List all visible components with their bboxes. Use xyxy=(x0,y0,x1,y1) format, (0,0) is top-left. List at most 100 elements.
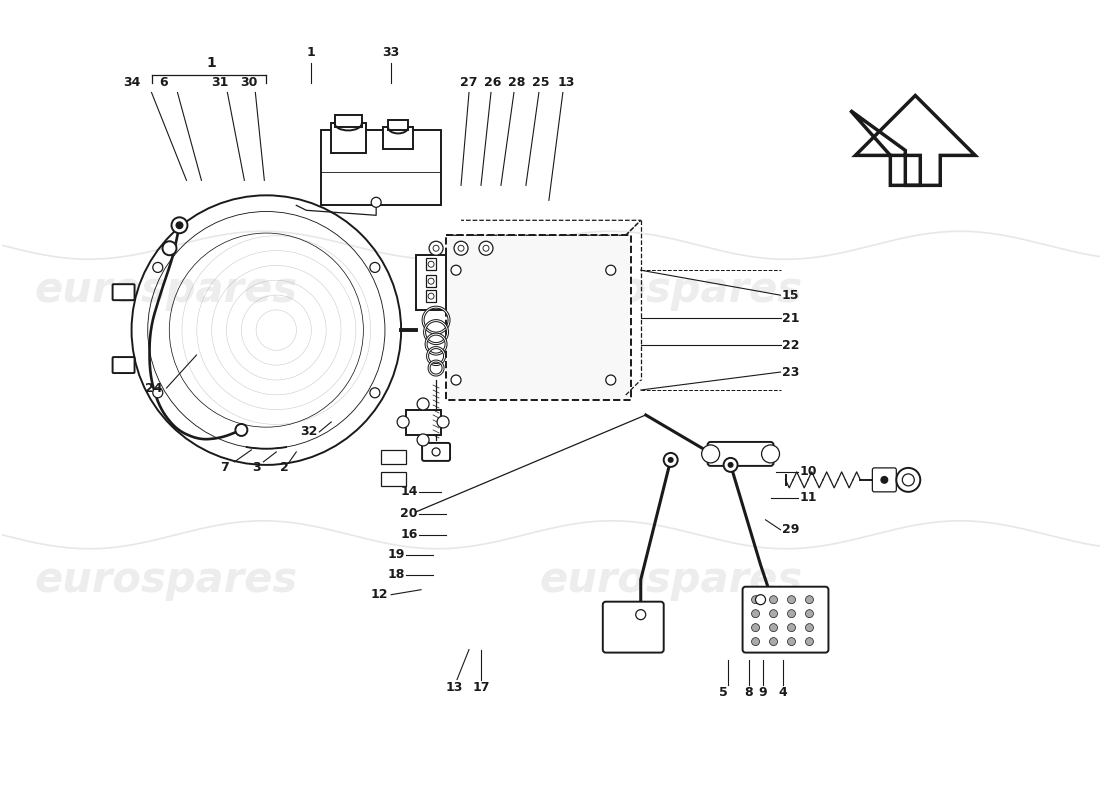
Text: 3: 3 xyxy=(252,462,261,474)
Text: 7: 7 xyxy=(220,462,229,474)
Circle shape xyxy=(478,242,493,255)
Bar xyxy=(382,472,406,486)
Circle shape xyxy=(163,242,176,255)
Circle shape xyxy=(788,596,795,604)
Circle shape xyxy=(636,610,646,620)
Circle shape xyxy=(727,462,734,468)
Bar xyxy=(383,127,414,150)
Text: 29: 29 xyxy=(782,523,800,536)
Circle shape xyxy=(805,596,814,604)
Circle shape xyxy=(902,474,914,486)
Bar xyxy=(331,123,366,154)
Circle shape xyxy=(770,638,778,646)
Circle shape xyxy=(751,638,759,646)
Text: 15: 15 xyxy=(782,289,800,302)
Circle shape xyxy=(896,468,921,492)
Circle shape xyxy=(702,445,719,463)
Circle shape xyxy=(451,375,461,385)
Bar xyxy=(426,290,436,302)
Text: 21: 21 xyxy=(782,312,800,325)
Circle shape xyxy=(370,262,379,273)
Text: 1: 1 xyxy=(307,46,316,59)
Text: 9: 9 xyxy=(758,686,767,699)
Circle shape xyxy=(606,266,616,275)
FancyBboxPatch shape xyxy=(742,586,828,653)
Circle shape xyxy=(433,246,439,251)
Wedge shape xyxy=(428,360,444,376)
Circle shape xyxy=(751,624,759,632)
Text: 4: 4 xyxy=(778,686,786,699)
Circle shape xyxy=(770,596,778,604)
Wedge shape xyxy=(425,333,447,355)
Text: eurospares: eurospares xyxy=(539,558,802,601)
Circle shape xyxy=(788,610,795,618)
Text: 30: 30 xyxy=(241,76,258,89)
Circle shape xyxy=(483,246,490,251)
Bar xyxy=(426,258,436,270)
Circle shape xyxy=(751,596,759,604)
FancyBboxPatch shape xyxy=(112,357,134,373)
Text: 26: 26 xyxy=(484,76,502,89)
Circle shape xyxy=(153,262,163,273)
FancyBboxPatch shape xyxy=(112,284,134,300)
Text: eurospares: eurospares xyxy=(539,269,802,311)
FancyBboxPatch shape xyxy=(603,602,663,653)
Circle shape xyxy=(805,624,814,632)
Bar xyxy=(446,235,630,400)
Text: 11: 11 xyxy=(800,491,817,504)
Text: 13: 13 xyxy=(558,76,574,89)
Text: 8: 8 xyxy=(745,686,752,699)
Text: 5: 5 xyxy=(719,686,728,699)
Circle shape xyxy=(429,242,443,255)
Text: 25: 25 xyxy=(532,76,550,89)
Text: 22: 22 xyxy=(782,338,800,351)
Circle shape xyxy=(880,476,889,484)
Circle shape xyxy=(176,222,184,230)
Text: 6: 6 xyxy=(160,76,168,89)
Circle shape xyxy=(454,242,467,255)
Bar xyxy=(382,450,406,464)
Text: 32: 32 xyxy=(300,426,318,438)
Circle shape xyxy=(458,246,464,251)
FancyBboxPatch shape xyxy=(872,468,896,492)
Circle shape xyxy=(756,594,766,605)
Bar xyxy=(426,275,436,287)
Bar xyxy=(321,130,441,206)
Text: 33: 33 xyxy=(383,46,399,59)
Text: 28: 28 xyxy=(508,76,526,89)
Circle shape xyxy=(805,638,814,646)
Bar xyxy=(336,115,362,127)
Text: 31: 31 xyxy=(211,76,228,89)
Bar xyxy=(406,410,441,435)
Circle shape xyxy=(428,278,435,284)
Circle shape xyxy=(153,388,163,398)
Bar xyxy=(388,121,408,130)
Circle shape xyxy=(751,610,759,618)
Circle shape xyxy=(428,262,435,267)
Text: 12: 12 xyxy=(371,588,388,601)
Circle shape xyxy=(788,638,795,646)
Wedge shape xyxy=(422,306,450,334)
Text: 14: 14 xyxy=(400,486,418,498)
Circle shape xyxy=(668,457,673,463)
Text: 18: 18 xyxy=(387,568,405,582)
Circle shape xyxy=(235,424,248,436)
Text: 34: 34 xyxy=(123,76,140,89)
Circle shape xyxy=(417,434,429,446)
Circle shape xyxy=(397,416,409,428)
Circle shape xyxy=(805,610,814,618)
Circle shape xyxy=(724,458,738,472)
Circle shape xyxy=(371,198,382,207)
FancyBboxPatch shape xyxy=(422,443,450,461)
Circle shape xyxy=(432,448,440,456)
Circle shape xyxy=(770,610,778,618)
Text: 2: 2 xyxy=(279,462,288,474)
Circle shape xyxy=(770,624,778,632)
Text: 20: 20 xyxy=(400,507,418,520)
Text: eurospares: eurospares xyxy=(35,558,298,601)
Text: 16: 16 xyxy=(400,528,418,542)
Text: 13: 13 xyxy=(446,681,463,694)
Text: 27: 27 xyxy=(460,76,477,89)
Circle shape xyxy=(437,416,449,428)
Text: 23: 23 xyxy=(782,366,800,378)
